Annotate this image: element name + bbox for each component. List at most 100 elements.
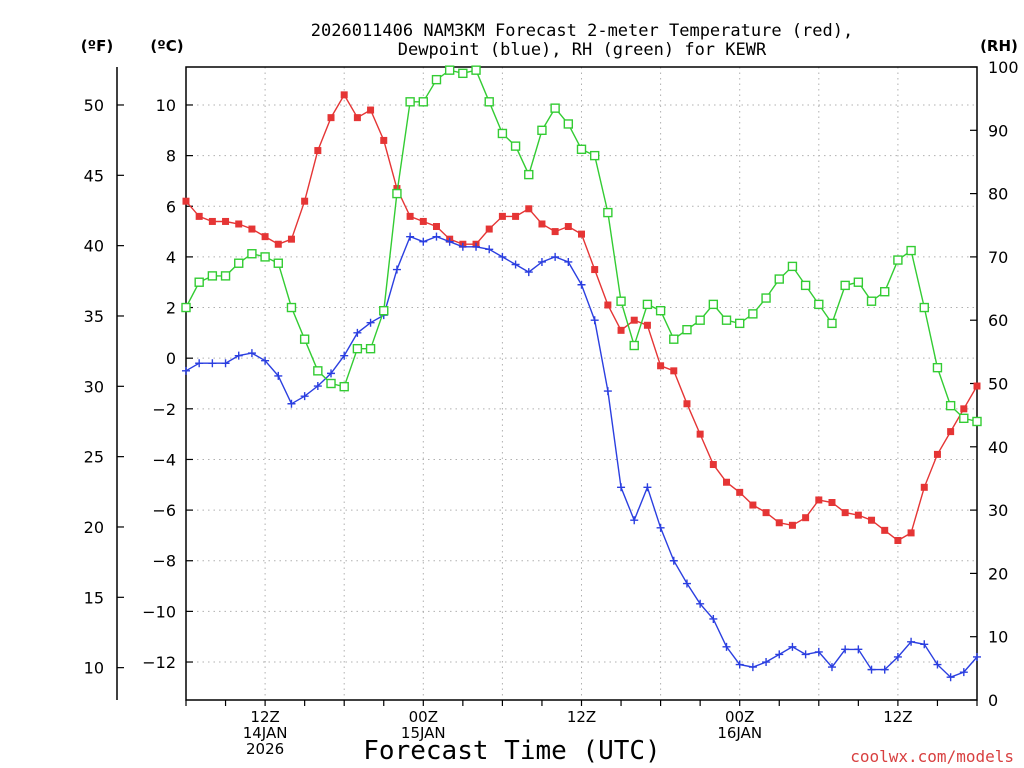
rh-point xyxy=(853,277,864,287)
rh-point xyxy=(444,65,455,75)
temperature-point xyxy=(498,212,506,220)
temperature-point xyxy=(604,301,612,309)
rh-point xyxy=(721,315,732,325)
rh-point xyxy=(735,318,745,329)
temperature-point xyxy=(419,217,427,225)
temperature-point xyxy=(512,212,520,220)
dewpoint-point xyxy=(445,237,454,246)
rh-point xyxy=(682,324,692,335)
celsius-tick-label: −10 xyxy=(142,602,176,621)
rh-point xyxy=(893,255,903,265)
credit-text: coolwx.com/models xyxy=(850,747,1014,766)
dewpoint-point xyxy=(920,640,929,649)
celsius-tick-label: 10 xyxy=(156,96,176,115)
fahrenheit-tick-label: 45 xyxy=(84,166,104,185)
celsius-tick-label: 4 xyxy=(166,248,176,267)
rh-point xyxy=(510,141,521,151)
rh-point xyxy=(365,343,376,354)
temperature-point xyxy=(815,496,823,504)
temperature-point xyxy=(485,225,493,233)
rh-tick-label: 10 xyxy=(988,628,1008,647)
temperature-point xyxy=(775,519,783,527)
temperature-point xyxy=(762,509,770,517)
celsius-tick-label: 0 xyxy=(166,349,176,368)
rh-point xyxy=(814,299,824,310)
dewpoint-point xyxy=(274,371,283,380)
temperature-point xyxy=(749,501,757,509)
dewpoint-point xyxy=(524,268,533,277)
temperature-point xyxy=(696,430,704,438)
dewpoint-point xyxy=(577,280,586,289)
dewpoint-point xyxy=(300,392,309,401)
temperature-point xyxy=(894,536,902,544)
temperature-point xyxy=(907,529,915,537)
dewpoint-point xyxy=(485,245,494,254)
rh-point xyxy=(194,277,204,287)
rh-point xyxy=(774,274,784,284)
dewpoint-point xyxy=(327,369,336,378)
temperature-point xyxy=(340,91,348,99)
dewpoint-point xyxy=(511,260,520,269)
rh-point xyxy=(932,362,943,373)
temperature-point xyxy=(683,400,691,408)
dewpoint-point xyxy=(907,637,916,646)
dewpoint-point xyxy=(432,232,441,241)
dewpoint-point xyxy=(182,366,190,375)
dewpoint-point xyxy=(498,252,507,261)
celsius-tick-label: −2 xyxy=(152,400,176,419)
rh-point xyxy=(603,207,613,218)
rh-point xyxy=(589,150,600,161)
data-series xyxy=(181,65,982,682)
axis-tick-labels: 1086420−2−4−6−8−10−1212Z14JAN202600Z15JA… xyxy=(84,58,1019,758)
rh-point xyxy=(379,306,389,316)
fahrenheit-tick-label: 25 xyxy=(84,448,104,467)
celsius-tick-label: −8 xyxy=(152,552,176,571)
rh-point xyxy=(181,302,191,313)
fahrenheit-tick-label: 35 xyxy=(84,307,104,326)
rh-tick-label: 20 xyxy=(988,564,1008,583)
temperature-point xyxy=(854,511,862,519)
dewpoint-point xyxy=(392,265,401,274)
fahrenheit-tick-label: 30 xyxy=(84,377,104,396)
rh-point xyxy=(484,97,494,107)
x-tick-label: 15JAN xyxy=(401,724,446,742)
dewpoint-point xyxy=(748,663,757,672)
dewpoint-point xyxy=(841,645,850,654)
rh-point xyxy=(880,287,890,297)
rh-point xyxy=(471,65,481,75)
rh-point xyxy=(972,416,982,427)
temperature-point xyxy=(670,367,678,375)
dewpoint-point xyxy=(458,242,467,251)
celsius-tick-label: −6 xyxy=(152,501,176,520)
rh-point xyxy=(959,413,969,424)
x-tick-label: 16JAN xyxy=(717,724,762,742)
rh-point xyxy=(576,144,587,154)
temperature-point xyxy=(261,233,269,241)
rh-point xyxy=(405,97,415,107)
dewpoint-point xyxy=(537,257,546,266)
rh-point xyxy=(286,302,297,313)
rh-point xyxy=(273,258,283,268)
rh-point xyxy=(260,252,270,262)
rh-point xyxy=(840,280,850,291)
rh-point xyxy=(392,188,402,199)
temperature-point xyxy=(643,321,651,329)
temperature-point xyxy=(973,382,981,390)
temperature-point xyxy=(406,212,414,220)
dewpoint-point xyxy=(590,316,599,325)
dewpoint-point xyxy=(959,668,968,677)
fahrenheit-tick-label: 10 xyxy=(84,659,104,678)
rh-point xyxy=(431,74,442,85)
dewpoint-point xyxy=(880,665,889,674)
rh-point xyxy=(629,340,639,351)
rh-point xyxy=(339,381,349,392)
temperature-point xyxy=(551,228,559,236)
rh-point xyxy=(313,366,323,376)
rh-point xyxy=(642,299,653,310)
dewpoint-point xyxy=(775,650,784,659)
temperature-point xyxy=(208,217,216,225)
dewpoint-point xyxy=(247,349,256,358)
x-tick-label: 12Z xyxy=(567,708,596,726)
x-tick-label: 2026 xyxy=(246,740,284,758)
